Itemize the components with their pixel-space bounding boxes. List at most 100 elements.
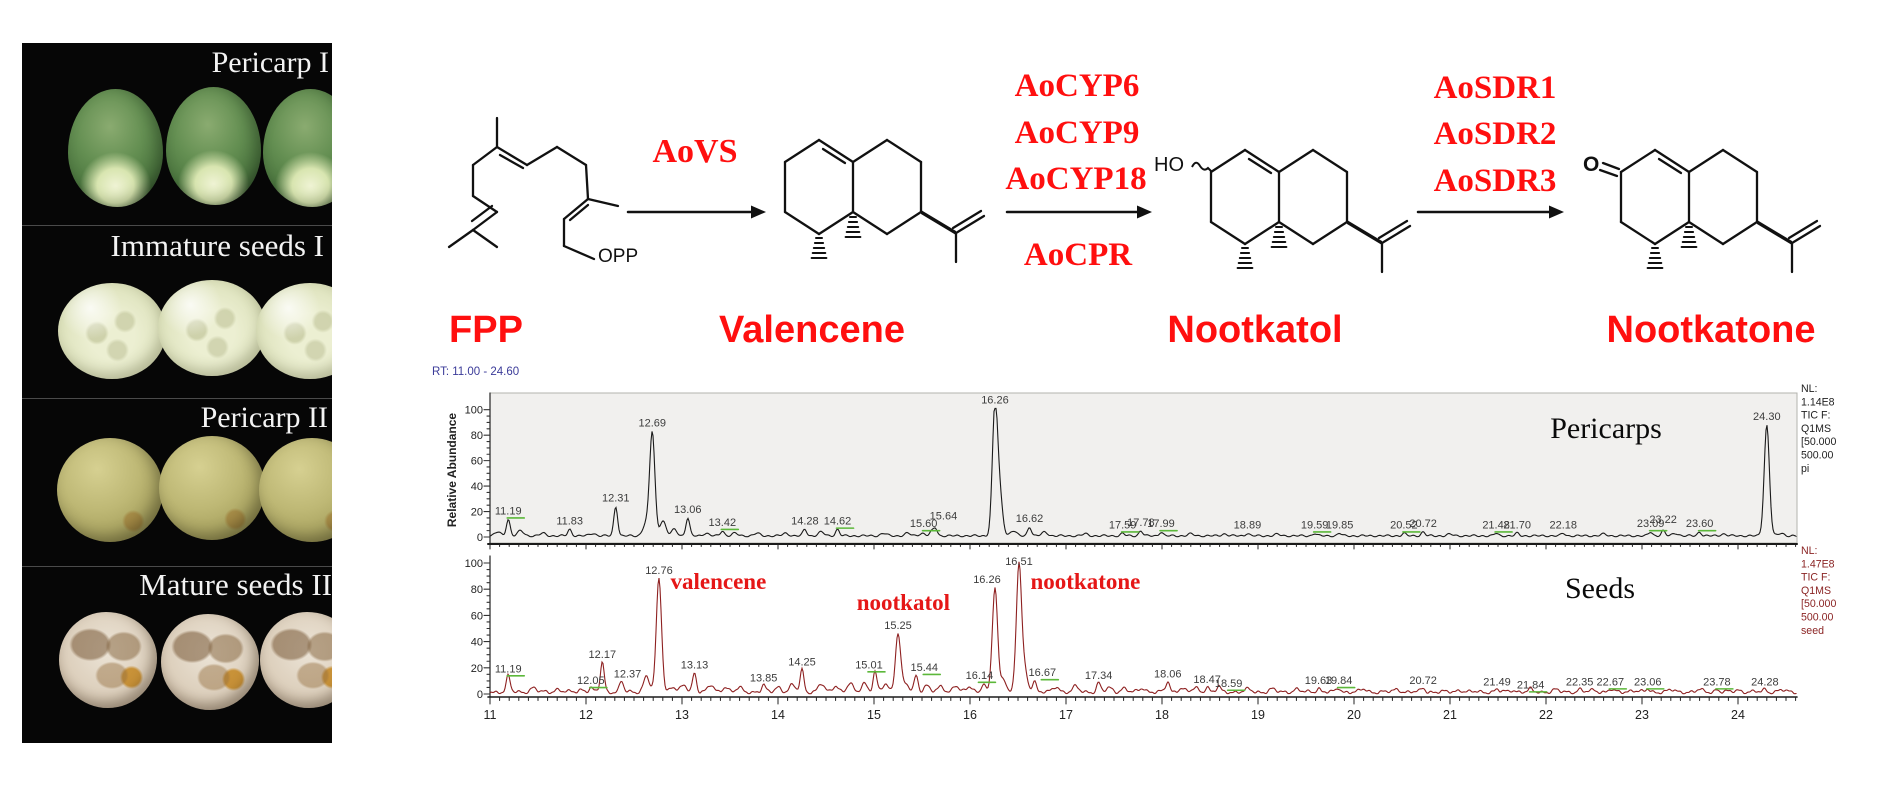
y-tick-label: 80 <box>471 584 483 596</box>
instrument-info-line: pi <box>1801 463 1809 475</box>
peak-label: 23.60 <box>1686 518 1714 530</box>
instrument-info-line: [50.000 <box>1801 598 1836 610</box>
peak-label: 12.05 <box>577 675 605 687</box>
pane-title: Pericarps <box>1550 412 1662 445</box>
instrument-info-line: [50.000 <box>1801 436 1836 448</box>
peak-label: 23.22 <box>1649 514 1677 526</box>
photo-section-mature-seeds-2: Mature seeds II <box>22 566 332 743</box>
peak-label: 18.59 <box>1215 678 1243 690</box>
x-tick-label: 22 <box>1539 708 1553 722</box>
y-tick-label: 100 <box>465 558 483 570</box>
peak-label: 16.62 <box>1016 513 1044 525</box>
instrument-info-line: TIC F: <box>1801 572 1830 584</box>
peak-label: 17.34 <box>1085 670 1113 682</box>
compound-label-fpp: FPP <box>449 309 523 351</box>
y-tick-label: 40 <box>471 481 483 493</box>
peak-label: 19.84 <box>1325 675 1353 687</box>
peak-label: 23.06 <box>1634 676 1662 688</box>
x-tick-label: 14 <box>771 708 785 722</box>
x-tick-label: 16 <box>963 708 977 722</box>
x-tick-label: 15 <box>867 708 881 722</box>
fruit-image <box>68 89 163 207</box>
peak-label: 12.69 <box>638 418 666 430</box>
pane-title: Seeds <box>1565 572 1635 605</box>
x-tick-label: 12 <box>579 708 593 722</box>
peak-label: 17.59 <box>1109 519 1137 531</box>
instrument-info-line: Q1MS <box>1801 423 1831 435</box>
fruit-image <box>166 87 261 205</box>
compound-label-valencene: Valencene <box>719 309 905 351</box>
enzyme-label-aosdr1: AoSDR1 <box>1433 70 1557 106</box>
enzyme-label-aovs: AoVS <box>652 133 738 170</box>
hydroxyl-group-label: HO <box>1154 154 1184 176</box>
fruit-image <box>58 283 166 379</box>
peak-label: 16.26 <box>973 574 1001 586</box>
trace-seeds <box>489 561 1797 695</box>
peak-label: 12.31 <box>602 493 630 505</box>
fruit-image <box>57 438 163 542</box>
fruit-image <box>158 280 266 376</box>
fruit-image <box>259 438 332 542</box>
peak-label: 15.60 <box>910 518 938 530</box>
peak-label: 11.19 <box>495 663 522 675</box>
y-tick-label: 0 <box>477 532 483 544</box>
peak-label: 19.85 <box>1326 519 1354 531</box>
peak-label: 20.72 <box>1409 675 1437 687</box>
peak-label: 15.44 <box>910 662 938 674</box>
peak-label: 20.52 <box>1390 519 1418 531</box>
peak-label: 14.62 <box>824 516 852 528</box>
x-tick-label: 13 <box>675 708 689 722</box>
fruit-image <box>260 612 332 708</box>
x-tick-label: 19 <box>1251 708 1265 722</box>
instrument-info-line: 500.00 <box>1801 612 1834 624</box>
instrument-info-line: NL: <box>1801 383 1818 395</box>
peak-label: 11.19 <box>495 505 522 517</box>
photo-section-label: Pericarp II <box>200 401 328 434</box>
x-tick-label: 20 <box>1347 708 1361 722</box>
peak-label: 13.42 <box>709 517 737 529</box>
peak-label: 21.70 <box>1503 519 1531 531</box>
peak-label: 16.26 <box>981 395 1009 407</box>
photo-panel: Pericarp I Immature seeds I Pericarp II … <box>22 43 332 743</box>
peak-label: 11.83 <box>556 516 583 528</box>
instrument-info-line: 500.00 <box>1801 450 1834 462</box>
peak-label: 21.49 <box>1483 676 1511 688</box>
instrument-info-line: Q1MS <box>1801 585 1831 597</box>
enzyme-label-aocpr: AoCPR <box>1023 237 1133 273</box>
ketone-oxygen-label: O <box>1583 153 1600 176</box>
trace-pericarps <box>489 407 1797 538</box>
x-tick-label: 11 <box>484 708 497 722</box>
fruit-image <box>256 283 332 379</box>
peak-label: 18.06 <box>1154 669 1182 681</box>
peak-label: 15.01 <box>855 659 883 671</box>
photo-section-label: Mature seeds II <box>139 567 332 602</box>
photo-section-immature-seeds-1: Immature seeds I <box>22 225 332 399</box>
photo-section-pericarp-1: Pericarp I <box>22 43 332 225</box>
instrument-info-line: 1.14E8 <box>1801 396 1835 408</box>
peak-label: 19.63 <box>1305 675 1333 687</box>
compound-annotation: nootkatone <box>1030 569 1140 594</box>
peak-label: 14.28 <box>791 516 819 528</box>
enzyme-label-aosdr2: AoSDR2 <box>1433 116 1557 152</box>
compound-label-nootkatol: Nootkatol <box>1167 309 1343 351</box>
photo-section-pericarp-2: Pericarp II <box>22 398 332 567</box>
opp-group-label: OPP <box>598 246 639 267</box>
y-tick-label: 60 <box>471 610 483 622</box>
photo-section-label: Immature seeds I <box>110 228 324 263</box>
peak-label: 21.48 <box>1482 519 1510 531</box>
x-tick-label: 17 <box>1059 708 1073 722</box>
peak-label: 24.30 <box>1753 411 1781 423</box>
chromatogram-pane: 0 20 40 60 80 100 11.19 12.05 12.17 12.37 12.76 13.… <box>465 545 1837 722</box>
fruit-image <box>263 89 332 207</box>
peak-label: 13.13 <box>681 659 709 671</box>
rt-range-label: RT: 11.00 - 24.60 <box>432 366 520 378</box>
compound-annotation: nootkatol <box>857 590 950 615</box>
fruit-image <box>59 612 157 708</box>
peak-label: 22.67 <box>1597 676 1625 688</box>
fruit-image <box>159 436 265 540</box>
peak-label: 12.17 <box>589 649 617 661</box>
peak-label: 15.64 <box>930 510 958 522</box>
y-axis-title: Relative Abundance <box>445 412 459 528</box>
enzyme-label-aocyp9: AoCYP9 <box>1014 115 1140 151</box>
